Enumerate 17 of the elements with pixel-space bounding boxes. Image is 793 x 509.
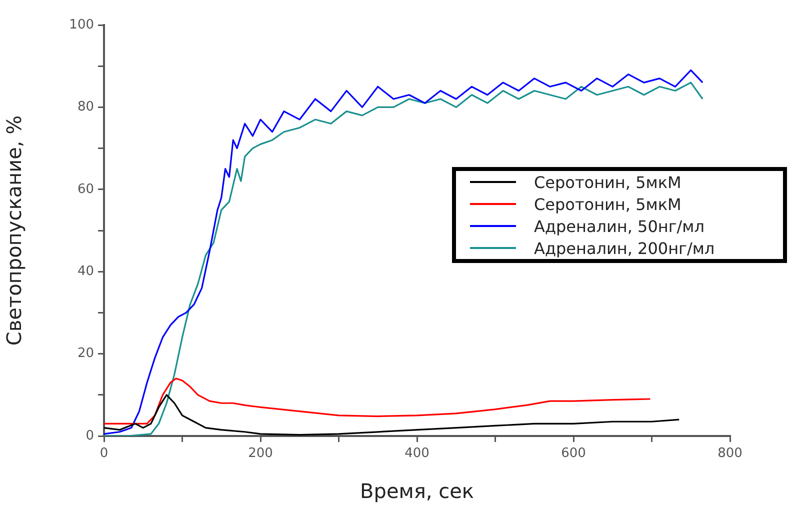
x-tick-label: 800 [718,446,742,462]
x-tick-label: 600 [561,446,586,462]
y-axis-title: Светопропускание, % [2,115,26,346]
y-tick-label: 20 [77,346,94,362]
x-tick-label: 200 [248,446,273,462]
y-tick-label: 40 [77,264,94,279]
x-tick-label: 0 [100,446,108,462]
y-tick-label: 0 [86,428,94,444]
y-tick-label: 60 [77,182,94,197]
y-tick-label: 80 [77,100,94,115]
legend-label: Серотонин, 5мкМ [534,172,682,192]
legend-label: Адреналин, 200нг/мл [534,238,715,258]
y-tick-label: 100 [69,17,94,32]
legend-label: Серотонин, 5мкМ [534,194,682,214]
x-tick-label: 400 [404,446,430,462]
x-axis-title: Время, сек [360,479,474,504]
legend-label: Адреналин, 50нг/мл [534,216,704,236]
